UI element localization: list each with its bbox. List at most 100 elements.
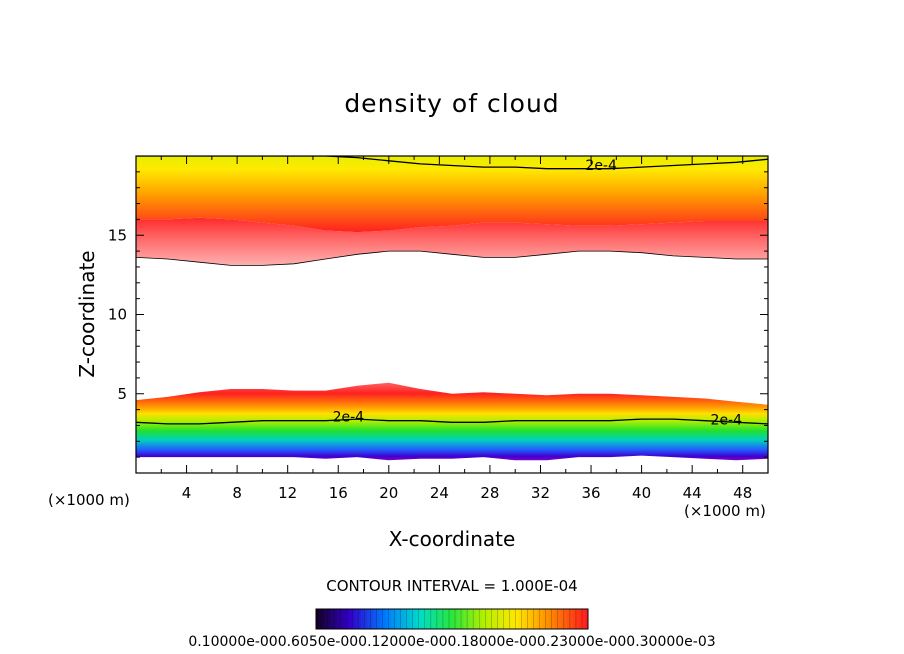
colorbar-swatch	[506, 609, 510, 629]
colorbar-swatch	[530, 609, 534, 629]
x-tick-label: 8	[232, 484, 242, 502]
lower-cloud	[136, 382, 768, 461]
colorbar-swatch	[527, 609, 531, 629]
colorbar-swatch	[494, 609, 498, 629]
colorbar-swatch	[569, 609, 574, 629]
colorbar-swatch	[512, 609, 516, 629]
contour-label-upper: 2e-4	[585, 158, 617, 174]
colorbar-swatch	[391, 609, 395, 629]
colorbar-swatch	[566, 609, 571, 629]
colorbar-swatch	[385, 609, 389, 629]
colorbar-swatch	[415, 609, 420, 629]
contour-label-lower-1: 2e-4	[333, 409, 365, 425]
plot-area: 2e-4 2e-4 2e-4	[136, 156, 768, 461]
colorbar-swatch	[503, 609, 507, 629]
colorbar-frame	[315, 608, 589, 630]
colorbar-swatch	[409, 609, 414, 629]
colorbar-swatch	[455, 609, 459, 629]
colorbar-swatch	[373, 609, 377, 629]
colorbar-swatch	[551, 609, 556, 629]
contour-label-lower-2: 2e-4	[711, 412, 743, 428]
x-axis-title: X-coordinate	[389, 527, 516, 551]
colorbar-swatch	[346, 609, 350, 629]
colorbar-swatch	[394, 609, 398, 629]
colorbar-swatch	[427, 609, 432, 629]
upper-cloud-lower-half	[136, 217, 768, 266]
colorbar-swatch	[476, 609, 480, 629]
colorbar-swatch	[581, 609, 586, 629]
colorbar-swatch	[364, 609, 368, 629]
x-tick-label: 48	[733, 484, 752, 502]
colorbar-swatch	[545, 609, 550, 629]
y-axis-title: Z-coordinate	[75, 250, 99, 377]
colorbar-swatch	[352, 609, 356, 629]
colorbar-swatch	[482, 609, 486, 629]
colorbar-swatch	[325, 609, 329, 629]
colorbar-swatch	[340, 609, 344, 629]
x-tick-label: 28	[480, 484, 499, 502]
colorbar-swatch	[361, 609, 365, 629]
y-tick-label: 15	[108, 226, 127, 244]
colorbar-swatch	[316, 609, 320, 629]
chart-title: density of cloud	[344, 89, 559, 118]
colorbar-swatch	[491, 609, 495, 629]
y-tick-label: 10	[108, 306, 127, 324]
colorbar-swatch	[337, 609, 341, 629]
colorbar-swatch	[575, 609, 580, 629]
x-tick-label: 24	[430, 484, 449, 502]
colorbar-swatch	[509, 609, 513, 629]
colorbar-swatch	[349, 609, 353, 629]
colorbar-swatch	[467, 609, 471, 629]
colorbar-swatch	[572, 609, 577, 629]
x-unit-left: (×1000 m)	[48, 491, 130, 509]
colorbar-swatch	[376, 609, 380, 629]
colorbar-swatch	[560, 609, 565, 629]
x-tick-label: 16	[329, 484, 348, 502]
x-tick-label: 32	[531, 484, 550, 502]
y-tick-label: 5	[117, 385, 127, 403]
colorbar-swatch	[358, 609, 362, 629]
colorbar-swatch	[370, 609, 374, 629]
contour-interval-note: CONTOUR INTERVAL = 1.000E-04	[326, 577, 577, 595]
colorbar-swatch	[439, 609, 444, 629]
colorbar-swatch	[473, 609, 477, 629]
colorbar-swatch	[436, 609, 441, 629]
colorbar-swatch	[322, 609, 326, 629]
x-tick-label: 36	[581, 484, 600, 502]
colorbar-swatch	[533, 609, 537, 629]
x-tick-label: 20	[379, 484, 398, 502]
x-tick-label: 4	[182, 484, 192, 502]
colorbar-swatch	[382, 609, 386, 629]
colorbar-swatch	[445, 609, 450, 629]
colorbar-swatch	[421, 609, 426, 629]
colorbar-swatch	[334, 609, 338, 629]
colorbar-swatch	[397, 609, 401, 629]
upper-contour-2e-4	[136, 156, 768, 170]
colorbar-swatch	[542, 609, 546, 629]
colorbar-swatch	[485, 609, 489, 629]
colorbar-swatch	[403, 609, 407, 629]
colorbar-swatch	[400, 609, 404, 629]
colorbar-swatch	[518, 609, 522, 629]
colorbar-swatch	[452, 609, 456, 629]
colorbar-swatch	[584, 609, 589, 629]
colorbar-swatch	[448, 609, 453, 629]
colorbar-swatch	[433, 609, 438, 629]
x-tick-label: 40	[632, 484, 651, 502]
colorbar-swatch	[379, 609, 383, 629]
colorbar-swatch	[557, 609, 562, 629]
colorbar-swatch	[461, 609, 465, 629]
colorbar-swatch	[430, 609, 435, 629]
colorbar-swatch	[458, 609, 462, 629]
colorbar-swatch	[442, 609, 447, 629]
colorbar-swatch	[554, 609, 559, 629]
colorbar-swatch	[343, 609, 347, 629]
x-tick-label: 44	[683, 484, 702, 502]
colorbar	[315, 608, 589, 630]
colorbar-swatch	[331, 609, 335, 629]
colorbar-swatch	[412, 609, 417, 629]
colorbar-swatch	[488, 609, 492, 629]
upper-cloud-edge	[136, 250, 768, 266]
